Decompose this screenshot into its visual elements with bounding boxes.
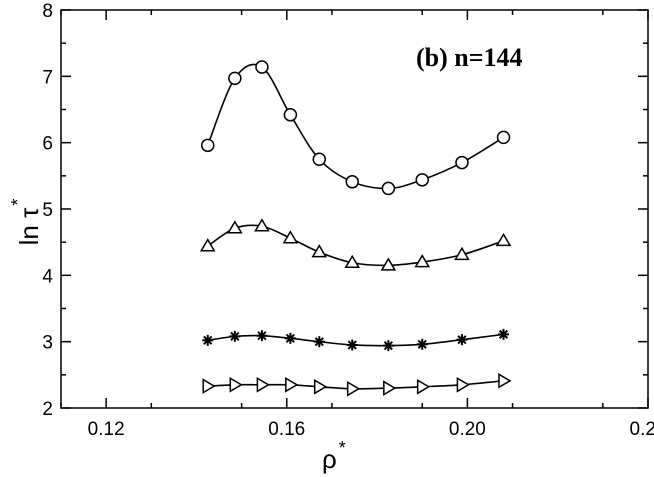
y-axis-label-sup: * <box>8 199 28 206</box>
triangles-right-point <box>383 380 397 396</box>
triangles-up-point <box>344 254 361 269</box>
x-tick-label: 0.16 <box>268 419 305 440</box>
circles-point <box>415 173 429 187</box>
y-tick-label: 7 <box>42 67 53 88</box>
triangles-up-line <box>207 224 504 267</box>
asterisks-point <box>284 332 296 344</box>
asterisks-point <box>202 334 214 346</box>
asterisks-point <box>498 328 510 340</box>
triangles-right-point <box>456 376 470 393</box>
triangles-up-point <box>454 246 470 261</box>
circles-point <box>201 138 215 153</box>
circles-point <box>283 108 298 122</box>
asterisks-line <box>207 333 504 347</box>
x-axis-label-sup: * <box>339 438 346 458</box>
asterisks-point <box>382 340 394 352</box>
asterisks-point <box>229 330 241 342</box>
triangles-up-point <box>199 238 216 252</box>
x-axis-label-base: ρ <box>322 444 337 474</box>
circles-point <box>345 175 359 189</box>
circles-point <box>228 71 242 86</box>
triangles-up-point <box>227 220 243 234</box>
axis-ticks: 0.12 0.16 0.20 0.24 2 3 4 5 6 7 8 <box>42 1 654 440</box>
triangles-up-point <box>414 254 431 268</box>
circles-point <box>455 155 469 170</box>
y-tick-label: 2 <box>42 399 53 420</box>
y-axis-label-base: ln τ <box>14 207 44 245</box>
circles-point <box>312 152 327 166</box>
triangles-right-point <box>313 378 328 395</box>
circles-point <box>255 60 269 74</box>
series-layer <box>199 60 512 397</box>
asterisks-point <box>256 330 268 342</box>
chart-annotation: (b) n=144 <box>416 43 523 72</box>
triangles-right-line <box>207 380 504 390</box>
asterisks-point <box>416 338 428 350</box>
triangles-right-point <box>346 380 361 397</box>
y-tick-label: 6 <box>42 134 53 155</box>
triangles-up-point <box>254 218 270 232</box>
triangles-right-point <box>416 378 431 395</box>
y-tick-label: 4 <box>42 266 53 287</box>
y-tick-label: 3 <box>42 333 53 354</box>
triangles-up-point <box>311 244 328 258</box>
triangles-up-point <box>282 230 299 244</box>
x-tick-label: 0.12 <box>88 419 125 440</box>
triangles-up-point <box>380 257 397 271</box>
asterisks-point <box>346 339 358 351</box>
y-tick-label: 8 <box>42 1 53 22</box>
triangles-right-point <box>498 372 512 389</box>
triangles-right-point <box>229 376 243 393</box>
triangles-right-point <box>285 376 299 393</box>
x-tick-label: 0.20 <box>449 419 486 440</box>
circles-point <box>496 130 511 145</box>
triangles-right-point <box>202 378 216 394</box>
x-axis-label: ρ * <box>322 438 346 474</box>
triangles-right-point <box>256 376 270 393</box>
y-tick-label: 5 <box>42 200 53 221</box>
asterisks-point <box>456 334 468 346</box>
asterisks-point <box>313 336 325 348</box>
circles-point <box>381 181 396 196</box>
circles-line <box>207 63 504 190</box>
x-tick-label: 0.24 <box>630 419 654 440</box>
y-axis-label: ln τ* <box>8 199 44 246</box>
triangles-up-point <box>495 232 512 247</box>
